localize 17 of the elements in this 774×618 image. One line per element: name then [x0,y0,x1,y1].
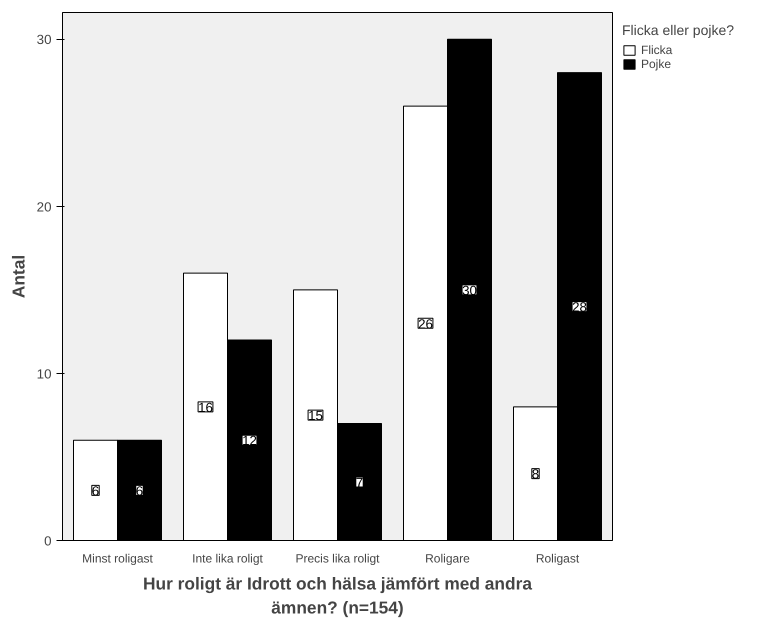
x-tick-label: Roligast [536,552,580,566]
y-tick-label: 0 [44,534,52,548]
data-label: 15 [308,408,323,424]
y-tick-label: 20 [36,199,52,214]
x-tick-label: Precis lika roligt [295,552,380,566]
y-tick-label: 30 [36,32,52,48]
x-tick-label: Minst roligast [82,552,154,566]
y-axis-title: Antal [8,254,29,298]
legend-title: Flicka eller pojke? [622,22,734,38]
x-axis-title: Hur roligt är Idrott och hälsa jämfört med andra ämnen? (n=154) [143,574,532,618]
y-tick-label: 10 [36,366,52,382]
legend-label: Pojke [641,57,672,71]
data-label: 28 [572,300,587,315]
legend-label: Flicka [641,43,672,57]
data-label: 12 [242,433,257,448]
x-tick-label: Inte lika roligt [192,552,264,566]
x-tick-label: Roligare [425,552,470,566]
